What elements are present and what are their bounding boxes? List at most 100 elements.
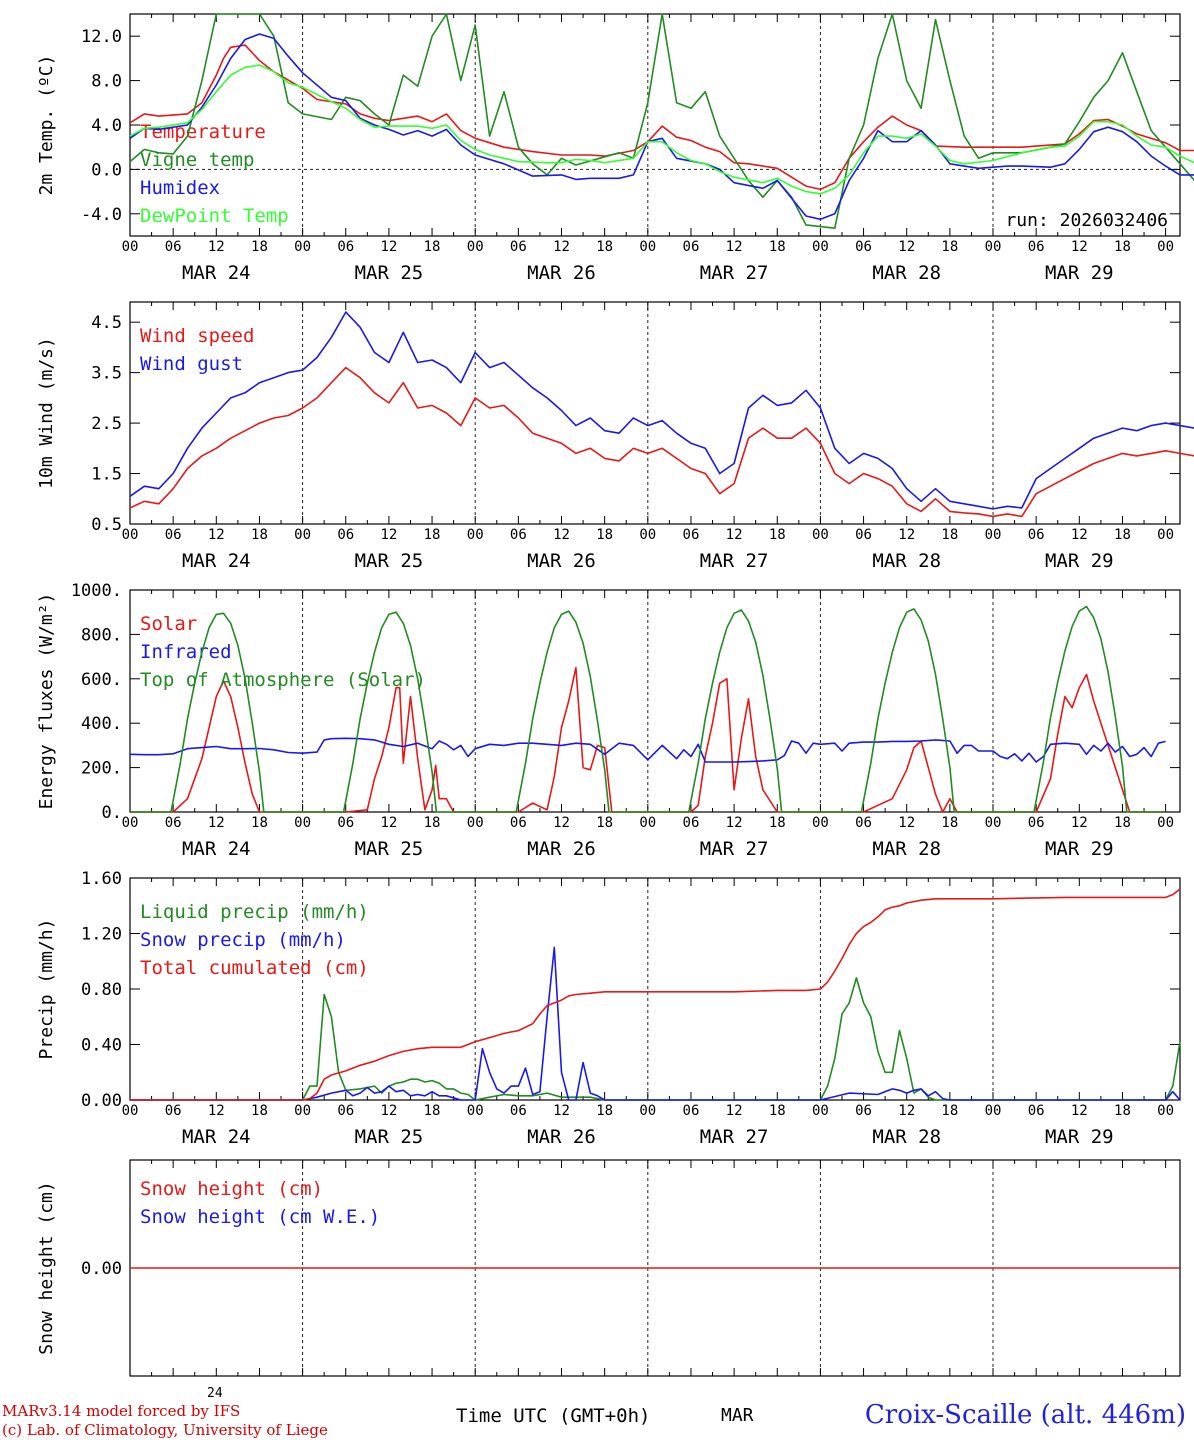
x-tick-label: 18 (596, 527, 613, 543)
x-tick-label: 00 (639, 239, 656, 255)
day-label: MAR 24 (182, 838, 251, 860)
x-tick-label: 00 (639, 815, 656, 831)
y-tick-label: 4.5 (91, 313, 122, 333)
x-tick-label: 00 (639, 527, 656, 543)
y-axis-title: Energy fluxes (W/m²) (36, 593, 57, 810)
start-day-label: 24 (207, 1386, 223, 1401)
x-tick-label: 06 (337, 527, 354, 543)
x-tick-label: 06 (165, 239, 182, 255)
day-label: MAR 24 (182, 1126, 251, 1148)
x-tick-label: 00 (812, 527, 829, 543)
panel-3: 0. 200. 400. 600. 800. 1000. Energy fluxes (W/… (36, 581, 1181, 860)
legend-wind-gust: Wind gust (140, 353, 243, 375)
x-tick-label: 12 (898, 815, 915, 831)
x-tick-label: 12 (380, 1103, 397, 1119)
legend-vigne-temp: Vigne temp (140, 149, 254, 171)
x-tick-label: 12 (553, 1103, 570, 1119)
x-tick-label: 12 (208, 1103, 225, 1119)
x-tick-label: 06 (855, 527, 872, 543)
day-label: MAR 29 (1045, 262, 1114, 284)
x-tick-label: 06 (683, 527, 700, 543)
x-tick-label: 00 (294, 239, 311, 255)
x-tick-label: 12 (208, 815, 225, 831)
x-tick-label: 18 (251, 815, 268, 831)
x-tick-label: 12 (553, 815, 570, 831)
x-tick-label: 00 (1157, 527, 1174, 543)
x-tick-label: 12 (380, 815, 397, 831)
x-tick-label: 06 (165, 527, 182, 543)
y-tick-label: 600. (81, 670, 122, 690)
x-tick-label: 00 (122, 815, 139, 831)
x-tick-label: 12 (208, 239, 225, 255)
copyright-credit: (c) Lab. of Climatology, University of L… (2, 1421, 328, 1439)
x-tick-label: 00 (467, 1103, 484, 1119)
x-tick-label: 12 (726, 527, 743, 543)
x-tick-label: 00 (294, 1103, 311, 1119)
x-tick-label: 12 (898, 239, 915, 255)
day-label: MAR 27 (700, 1126, 769, 1148)
day-label: MAR 26 (527, 1126, 596, 1148)
legend-top-of-atmosphere-solar: Top of Atmosphere (Solar) (140, 669, 426, 691)
day-label: MAR 26 (527, 838, 596, 860)
x-tick-label: 12 (898, 1103, 915, 1119)
series-line-dewpoint-temp (129, 64, 1194, 195)
x-tick-label: 12 (726, 815, 743, 831)
series-line-total-cumulated-cm (130, 888, 1181, 1101)
legend-temperature: Temperature (140, 121, 266, 143)
x-tick-label: 00 (1157, 815, 1174, 831)
y-tick-label: 4.0 (91, 116, 122, 136)
month-label: MAR (721, 1405, 754, 1426)
x-tick-label: 00 (122, 527, 139, 543)
time-axis-title: Time UTC (GMT+0h) (456, 1405, 651, 1427)
series-line-vigne-temp (129, 13, 1194, 229)
y-tick-label: 3.5 (91, 364, 122, 384)
legend-liquid-precip-mm-h: Liquid precip (mm/h) (140, 901, 369, 923)
x-tick-label: 00 (812, 815, 829, 831)
x-tick-label: 06 (1028, 239, 1045, 255)
day-label: MAR 26 (527, 550, 596, 572)
series-line-wind-gust (129, 311, 1194, 510)
y-tick-label: -4.0 (81, 205, 122, 225)
x-tick-label: 18 (424, 239, 441, 255)
y-tick-label: 0.0 (91, 160, 122, 180)
station-title: Croix-Scaille (alt. 446m) (864, 1400, 1186, 1430)
y-tick-label: 1.20 (81, 925, 122, 945)
x-tick-label: 06 (683, 1103, 700, 1119)
series-line-snow-precip-mm-h (130, 946, 1181, 1101)
x-tick-label: 12 (553, 527, 570, 543)
series-line-humidex (129, 33, 1194, 221)
x-tick-label: 00 (812, 1103, 829, 1119)
x-tick-label: 18 (251, 1103, 268, 1119)
day-label: MAR 27 (700, 838, 769, 860)
y-tick-label: 0.00 (81, 1091, 122, 1111)
x-tick-label: 18 (424, 815, 441, 831)
x-tick-label: 18 (251, 527, 268, 543)
panel-frame (129, 13, 1181, 237)
x-tick-label: 00 (985, 527, 1002, 543)
y-tick-label: 800. (81, 625, 122, 645)
day-label: MAR 28 (872, 1126, 941, 1148)
day-label: MAR 27 (700, 550, 769, 572)
x-tick-label: 00 (985, 239, 1002, 255)
x-tick-label: 18 (1114, 239, 1131, 255)
x-tick-label: 00 (294, 527, 311, 543)
x-tick-label: 18 (596, 815, 613, 831)
day-label: MAR 29 (1045, 1126, 1114, 1148)
day-label: MAR 29 (1045, 838, 1114, 860)
x-tick-label: 06 (337, 1103, 354, 1119)
legend-snow-height-cm-w-e: Snow height (cm W.E.) (140, 1206, 380, 1228)
x-tick-label: 12 (1071, 527, 1088, 543)
x-tick-label: 00 (122, 1103, 139, 1119)
day-label: MAR 26 (527, 262, 596, 284)
legend-snow-height-cm: Snow height (cm) (140, 1178, 323, 1200)
x-tick-label: 00 (1157, 1103, 1174, 1119)
day-label: MAR 25 (355, 838, 424, 860)
x-tick-label: 18 (941, 527, 958, 543)
legend-total-cumulated-cm: Total cumulated (cm) (140, 957, 369, 979)
y-tick-label: 1.60 (81, 869, 122, 889)
day-label: MAR 28 (872, 838, 941, 860)
legend-infrared: Infrared (140, 641, 232, 663)
day-label: MAR 25 (355, 1126, 424, 1148)
y-tick-label: 1000. (71, 581, 122, 601)
